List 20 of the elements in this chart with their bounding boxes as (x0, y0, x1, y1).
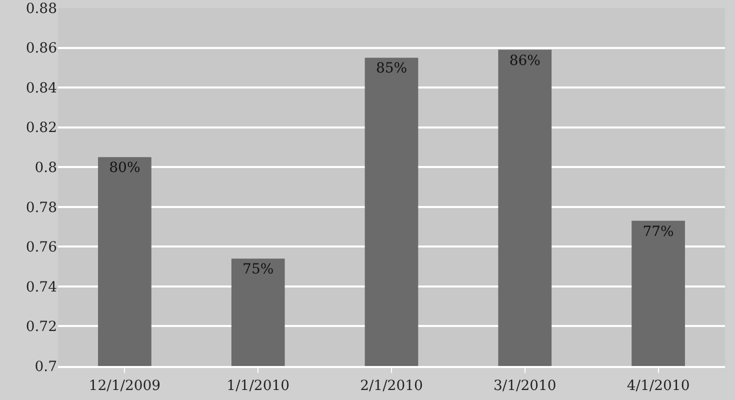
x-tick-label: 1/1/2010 (226, 378, 290, 394)
x-tick-label: 3/1/2010 (493, 378, 556, 394)
y-tick-label: 0.88 (26, 0, 57, 17)
data-label: 86% (509, 52, 540, 69)
y-tick-label: 0.86 (26, 40, 58, 57)
y-tick-label: 0.72 (26, 319, 57, 336)
data-label: 85% (376, 60, 408, 77)
y-tick-label: 0.74 (26, 279, 58, 296)
x-tick-label: 2/1/2010 (360, 378, 423, 394)
y-tick-label: 0.7 (34, 358, 57, 375)
data-label: 77% (642, 224, 674, 240)
y-tick-label: 0.78 (26, 200, 57, 216)
y-tick-label: 0.8 (34, 160, 57, 176)
y-tick-label: 0.76 (26, 240, 58, 256)
x-tick-label: 12/1/2009 (88, 378, 161, 394)
data-label: 75% (242, 262, 274, 278)
y-tick-label: 0.82 (26, 120, 57, 136)
y-tick-label: 0.84 (26, 80, 58, 96)
x-tick-label: 4/1/2010 (626, 378, 690, 394)
data-label: 80% (109, 160, 140, 176)
